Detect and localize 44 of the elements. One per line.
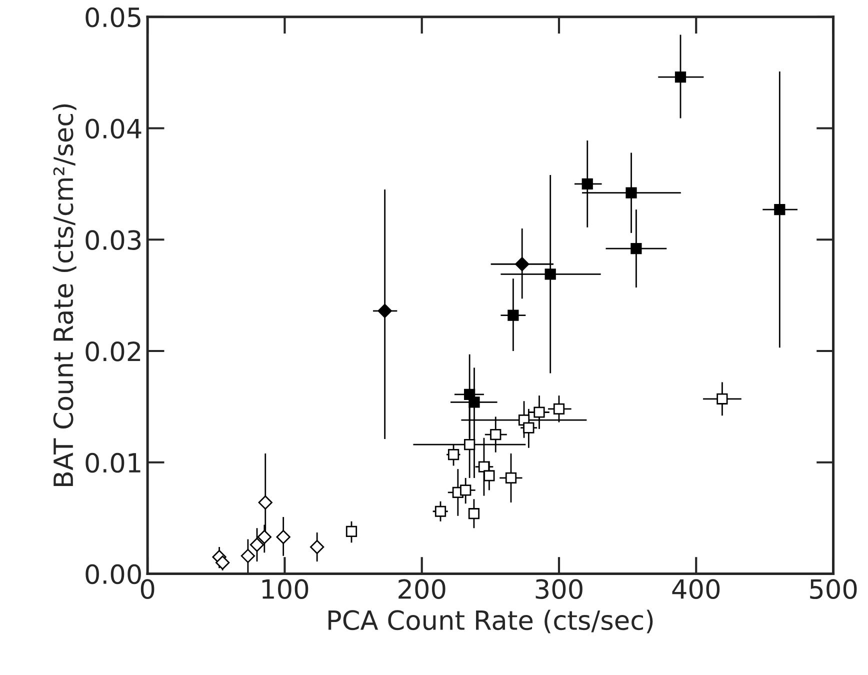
point [250, 538, 264, 552]
point [378, 304, 392, 318]
point [460, 484, 472, 496]
point [515, 257, 530, 272]
point [490, 428, 502, 440]
point [523, 422, 534, 434]
point [240, 548, 256, 564]
point [553, 403, 565, 414]
point [534, 406, 545, 418]
point [257, 530, 272, 544]
point [716, 393, 728, 404]
y-axis-title: BAT Count Rate (cts/cm²/sec) [52, 104, 76, 486]
x-tick-label: 300 [536, 579, 582, 600]
point [484, 470, 495, 482]
y-tick-label: 0.03 [86, 230, 141, 250]
point [544, 268, 556, 280]
point [276, 530, 290, 544]
y-tick-label: 0.05 [86, 7, 140, 28]
point [508, 310, 519, 321]
x-tick-label: 500 [810, 579, 857, 600]
point [674, 71, 686, 83]
y-tick-label: 0.02 [86, 341, 140, 362]
point [310, 540, 324, 554]
y-tick-label: 0.04 [86, 118, 142, 139]
point [258, 495, 272, 510]
x-tick-label: 200 [398, 579, 446, 600]
y-tick-label: 0.00 [86, 564, 141, 584]
x-tick-label: 100 [262, 579, 308, 600]
point [464, 439, 476, 450]
x-axis-title: PCA Count Rate (cts/sec) [328, 610, 653, 634]
point [468, 396, 480, 408]
point [774, 204, 786, 216]
y-tick-label: 0.01 [86, 452, 140, 473]
point [216, 556, 230, 570]
point [626, 187, 637, 198]
x-tick-label: 0 [140, 579, 154, 600]
point [505, 472, 517, 484]
point [630, 242, 642, 254]
point [434, 506, 446, 517]
point [448, 449, 460, 460]
point [582, 178, 593, 190]
x-tick-label: 400 [672, 579, 720, 600]
point [468, 508, 480, 520]
point [346, 526, 358, 537]
